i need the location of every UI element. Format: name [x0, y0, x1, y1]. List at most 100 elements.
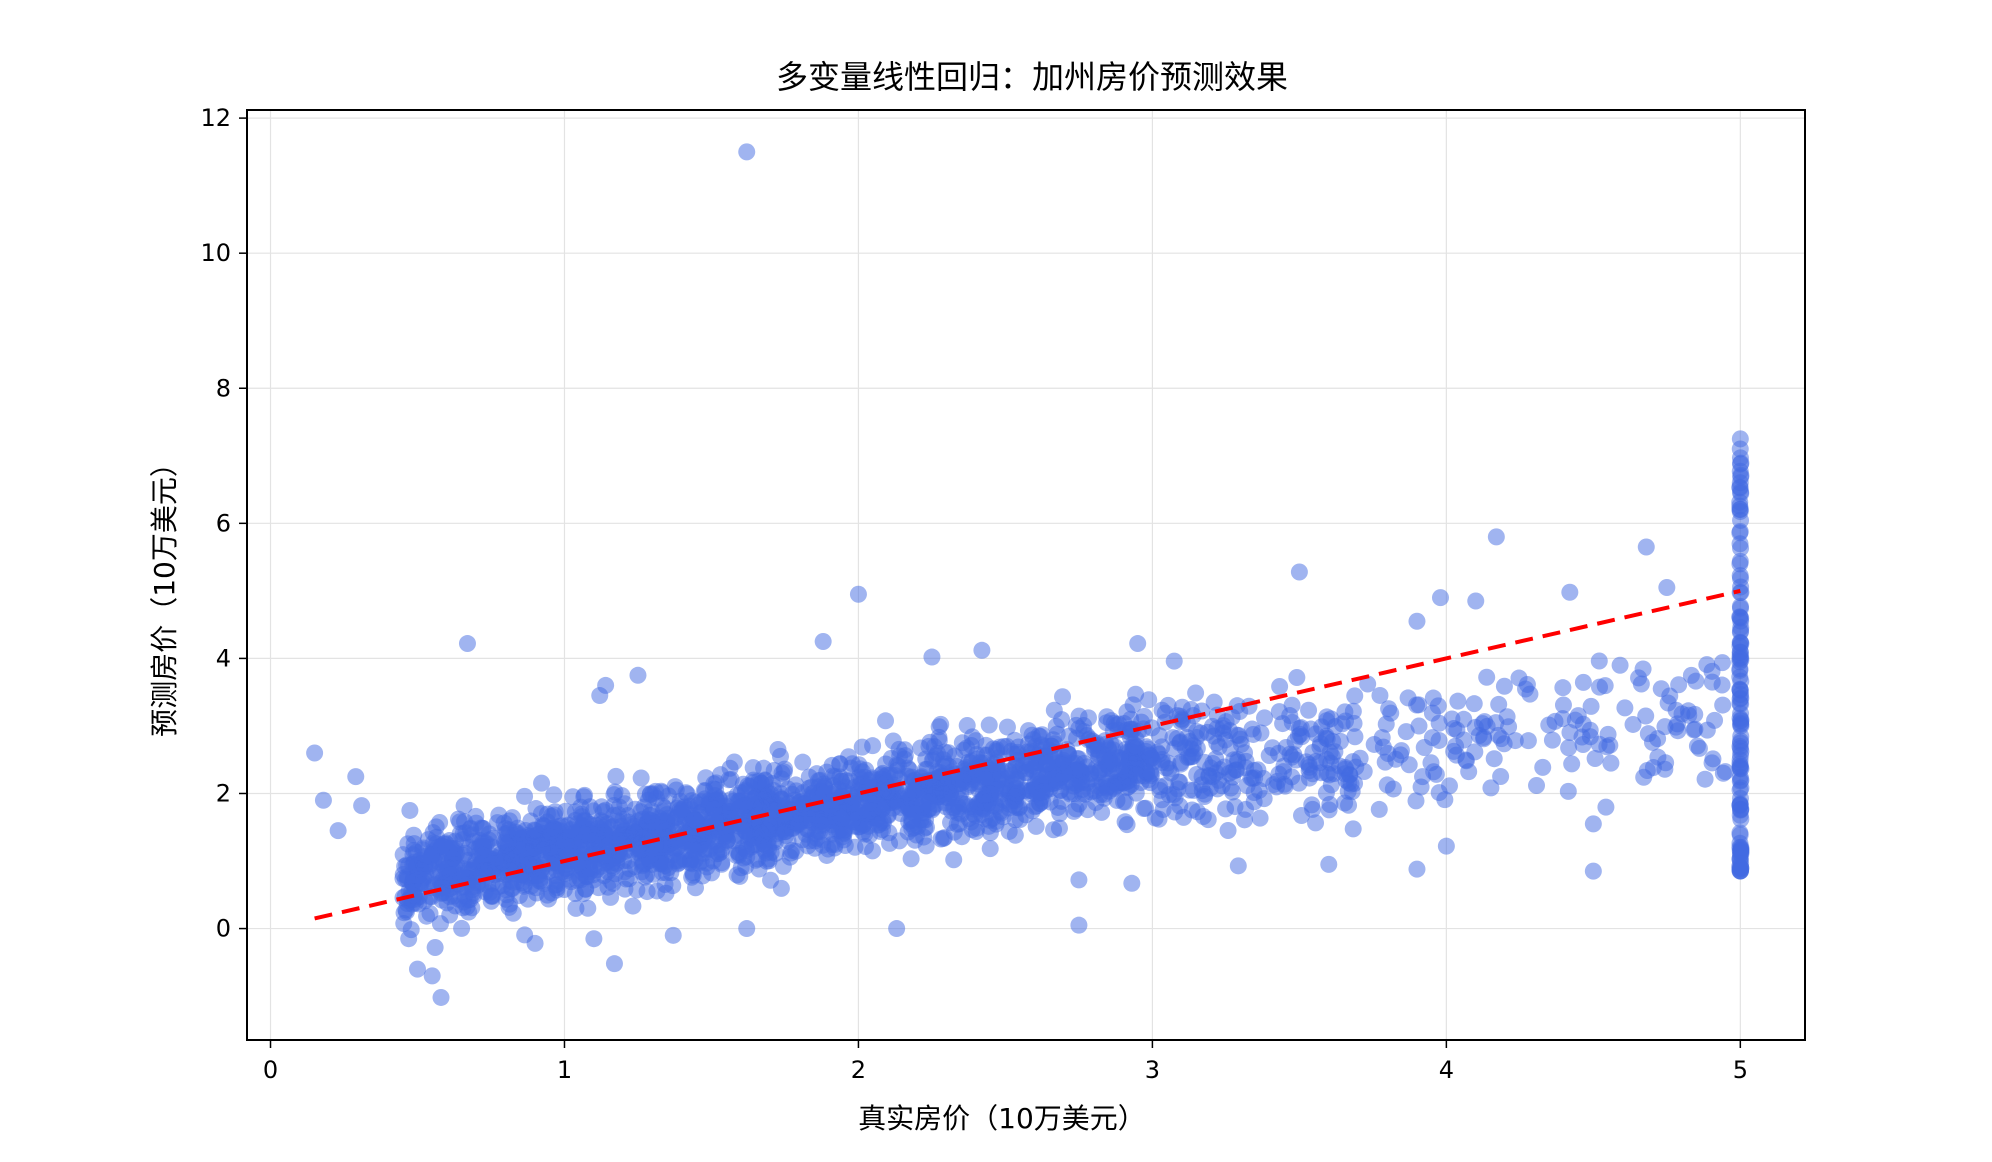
data-point	[1449, 692, 1467, 710]
data-point	[1624, 715, 1642, 733]
data-point	[789, 815, 807, 833]
data-point	[1246, 769, 1264, 787]
data-point	[816, 777, 834, 795]
data-point	[1424, 689, 1442, 707]
data-point	[607, 767, 625, 785]
data-point	[1574, 673, 1592, 691]
data-point	[1344, 702, 1362, 720]
data-point	[1637, 707, 1655, 725]
data-point	[1669, 722, 1687, 740]
data-point	[1400, 756, 1418, 774]
reference-line-group	[314, 588, 1741, 921]
data-point	[1430, 714, 1448, 732]
data-point	[900, 788, 918, 806]
plot-frame	[246, 109, 1806, 1041]
data-point	[813, 830, 831, 848]
data-point	[654, 812, 672, 830]
data-point	[1150, 727, 1168, 745]
data-point	[1116, 813, 1134, 831]
data-point	[1482, 779, 1500, 797]
data-point	[963, 770, 981, 788]
data-point	[1123, 874, 1141, 892]
data-point	[1408, 860, 1426, 878]
data-point	[878, 766, 896, 784]
data-point	[1732, 717, 1750, 735]
data-point	[953, 828, 971, 846]
data-point	[881, 834, 899, 852]
data-point	[547, 861, 565, 879]
data-point	[1611, 656, 1629, 674]
data-point	[480, 825, 498, 843]
data-point	[604, 818, 622, 836]
data-point	[1199, 811, 1217, 829]
data-point	[1187, 684, 1205, 702]
data-point	[1312, 735, 1330, 753]
data-point	[669, 799, 687, 817]
data-point	[678, 785, 696, 803]
data-point	[1561, 724, 1579, 742]
data-point	[1495, 735, 1513, 753]
data-point	[1596, 677, 1614, 695]
data-point	[981, 840, 999, 858]
data-point	[465, 833, 483, 851]
data-point	[648, 882, 666, 900]
data-point	[1543, 731, 1561, 749]
data-point	[1331, 732, 1349, 750]
data-point	[621, 860, 639, 878]
data-point	[1485, 750, 1503, 768]
x-tick-label: 5	[1733, 1056, 1748, 1084]
data-point	[857, 761, 875, 779]
data-point	[728, 866, 746, 884]
data-point	[1346, 728, 1364, 746]
data-point	[1263, 739, 1281, 757]
data-point	[1095, 785, 1113, 803]
data-point	[1014, 757, 1032, 775]
data-point	[1731, 838, 1749, 856]
data-point	[1470, 726, 1488, 744]
data-point	[1115, 761, 1133, 779]
data-point	[1560, 739, 1578, 757]
data-point	[483, 887, 501, 905]
data-point	[608, 831, 626, 849]
data-point	[1214, 719, 1232, 737]
data-point	[768, 810, 786, 828]
data-point	[945, 851, 963, 869]
data-point	[1561, 583, 1579, 601]
data-point	[418, 907, 436, 925]
data-point	[921, 733, 939, 751]
y-tick-label: 10	[200, 239, 231, 267]
data-point	[1351, 749, 1369, 767]
data-point	[1731, 569, 1749, 587]
data-point	[533, 774, 551, 792]
data-point	[738, 143, 756, 161]
data-point	[1518, 675, 1536, 693]
data-point	[755, 759, 773, 777]
data-point	[1255, 790, 1273, 808]
data-point	[1318, 712, 1336, 730]
data-point	[1142, 765, 1160, 783]
data-point	[1688, 737, 1706, 755]
data-point	[637, 866, 655, 884]
data-point	[1731, 862, 1749, 880]
data-point	[937, 755, 955, 773]
data-point	[1563, 755, 1581, 773]
data-point	[949, 804, 967, 822]
data-point	[664, 846, 682, 864]
data-point	[1732, 466, 1750, 484]
data-point	[464, 878, 482, 896]
data-point	[902, 850, 920, 868]
reference-line	[314, 588, 1741, 921]
data-point	[632, 769, 650, 787]
data-point	[783, 841, 801, 859]
data-point	[1070, 871, 1088, 889]
data-point	[1089, 763, 1107, 781]
data-point	[783, 785, 801, 803]
data-point	[744, 790, 762, 808]
data-point	[1399, 689, 1417, 707]
data-point	[501, 895, 519, 913]
data-point	[562, 821, 580, 839]
data-point	[932, 715, 950, 733]
data-point	[814, 633, 832, 651]
data-point	[1169, 780, 1187, 798]
